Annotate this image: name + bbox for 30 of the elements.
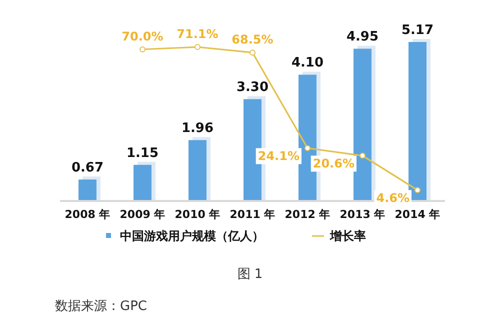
x-tick-label: 2009 年 bbox=[120, 208, 166, 221]
point bbox=[360, 152, 366, 159]
data-label: 1.15 bbox=[126, 146, 159, 161]
x-tick-label: 2008 年 bbox=[64, 208, 110, 221]
data-label: 5.17 bbox=[401, 23, 434, 38]
data-label: 0.67 bbox=[71, 160, 104, 176]
x-tick-label: 2012 年 bbox=[284, 208, 330, 221]
legend-label: 中国游戏用户规模（亿人） bbox=[120, 229, 264, 243]
point bbox=[414, 187, 420, 194]
data-label: 68.5% bbox=[232, 32, 274, 47]
data-label: 71.1% bbox=[176, 27, 218, 41]
point bbox=[304, 145, 310, 152]
point bbox=[250, 50, 256, 56]
data-label: 4.6% bbox=[376, 191, 410, 206]
source-note: 数据来源：GPC bbox=[55, 299, 147, 314]
data-label: 1.96 bbox=[181, 121, 214, 136]
data-label: 20.6% bbox=[312, 156, 354, 171]
legend-label: 增长率 bbox=[329, 229, 366, 243]
data-label: 24.1% bbox=[258, 149, 300, 164]
x-tick-label: 2013 年 bbox=[340, 208, 386, 221]
x-tick-label: 2011 年 bbox=[230, 208, 276, 221]
x-tick-label: 2010 年 bbox=[174, 208, 220, 221]
data-label: 70.0% bbox=[122, 29, 164, 44]
x-tick-label: 2014 年 bbox=[394, 208, 440, 221]
data-label: 4.10 bbox=[291, 56, 324, 71]
point bbox=[194, 44, 200, 50]
point bbox=[140, 46, 146, 52]
caption: 图 1 bbox=[237, 267, 263, 282]
data-label: 4.95 bbox=[346, 30, 379, 45]
data-label: 3.30 bbox=[236, 80, 269, 96]
